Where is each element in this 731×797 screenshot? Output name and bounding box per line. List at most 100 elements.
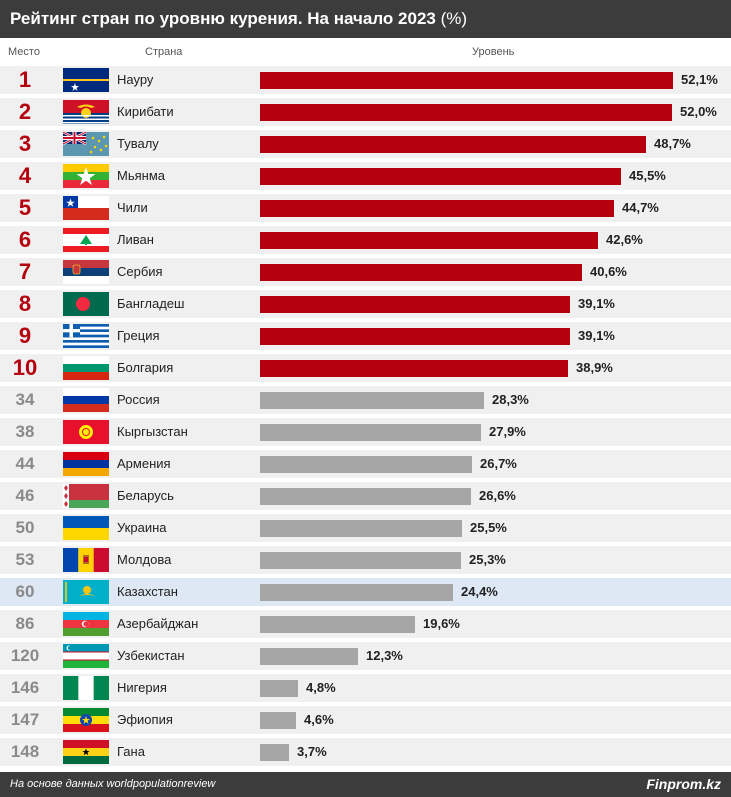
chart-title: Рейтинг стран по уровню курения. На нача… — [10, 9, 467, 29]
uzbekistan-flag — [63, 644, 109, 668]
column-header-level: Уровень — [472, 46, 515, 58]
value-label: 28,3% — [492, 392, 529, 407]
nauru-flag — [63, 68, 109, 92]
column-header-place: Место — [8, 46, 40, 58]
rank-label: 120 — [10, 646, 40, 665]
chart-row: 46 Беларусь 26,6% — [0, 482, 731, 510]
chart-row: 120 Узбекистан 12,3% — [0, 642, 731, 670]
country-label: Ливан — [117, 232, 154, 247]
rank-label: 8 — [18, 291, 32, 316]
rank-label: 53 — [15, 550, 35, 569]
value-label: 39,1% — [578, 328, 615, 343]
bar — [260, 584, 453, 601]
value-label: 44,7% — [622, 200, 659, 215]
brand-logo: Finprom.kz — [646, 776, 721, 792]
bar — [260, 168, 621, 185]
kyrgyzstan-flag — [63, 420, 109, 444]
chart-footer: На основе данных worldpopulationreview F… — [0, 772, 731, 797]
value-label: 52,0% — [680, 104, 717, 119]
rank-label: 2 — [18, 99, 32, 124]
value-label: 42,6% — [606, 232, 643, 247]
value-label: 45,5% — [629, 168, 666, 183]
bar — [260, 648, 358, 665]
bar — [260, 744, 289, 761]
chart-row: 9 Греция 39,1% — [0, 322, 731, 350]
chart-row: 44 Армения 26,7% — [0, 450, 731, 478]
bar — [260, 264, 582, 281]
country-label: Беларусь — [117, 488, 174, 503]
tuvalu-flag — [63, 132, 109, 156]
rank-label: 6 — [18, 227, 32, 252]
rank-label: 34 — [15, 390, 35, 409]
rank-label: 3 — [18, 131, 32, 156]
chart-row: 5 Чили 44,7% — [0, 194, 731, 222]
value-label: 19,6% — [423, 616, 460, 631]
rank-label: 7 — [18, 259, 32, 284]
chart-row: 34 Россия 28,3% — [0, 386, 731, 414]
country-label: Азербайджан — [117, 616, 199, 631]
chart-row: 147 Эфиопия 4,6% — [0, 706, 731, 734]
country-label: Гана — [117, 744, 145, 759]
bar — [260, 488, 471, 505]
bar — [260, 328, 570, 345]
azerbaijan-flag — [63, 612, 109, 636]
value-label: 4,8% — [306, 680, 336, 695]
column-header-country: Страна — [145, 46, 183, 58]
value-label: 12,3% — [366, 648, 403, 663]
bar — [260, 360, 568, 377]
bar — [260, 232, 598, 249]
country-label: Нигерия — [117, 680, 167, 695]
bar — [260, 712, 296, 729]
country-label: Армения — [117, 456, 171, 471]
rank-label: 38 — [15, 422, 35, 441]
bar — [260, 72, 673, 89]
chart-row: 38 Кыргызстан 27,9% — [0, 418, 731, 446]
value-label: 52,1% — [681, 72, 718, 87]
chart-row: 6 Ливан 42,6% — [0, 226, 731, 254]
chart-row: 148 Гана 3,7% — [0, 738, 731, 766]
chart-row: 50 Украина 25,5% — [0, 514, 731, 542]
chart-row: 4 Мьянма 45,5% — [0, 162, 731, 190]
rank-label: 5 — [18, 195, 32, 220]
chart-row: 7 Сербия 40,6% — [0, 258, 731, 286]
rank-label: 147 — [10, 710, 40, 729]
bar — [260, 552, 461, 569]
rank-label: 50 — [15, 518, 35, 537]
ghana-flag — [63, 740, 109, 764]
value-label: 25,5% — [470, 520, 507, 535]
country-label: Узбекистан — [117, 648, 185, 663]
rank-label: 86 — [15, 614, 35, 633]
bar — [260, 200, 614, 217]
chart-row: 8 Бангладеш 39,1% — [0, 290, 731, 318]
bangladesh-flag — [63, 292, 109, 316]
country-label: Кыргызстан — [117, 424, 188, 439]
ukraine-flag — [63, 516, 109, 540]
serbia-flag — [63, 260, 109, 284]
country-label: Молдова — [117, 552, 172, 567]
armenia-flag — [63, 452, 109, 476]
value-label: 25,3% — [469, 552, 506, 567]
value-label: 39,1% — [578, 296, 615, 311]
myanmar-flag — [63, 164, 109, 188]
bulgaria-flag — [63, 356, 109, 380]
country-label: Украина — [117, 520, 167, 535]
value-label: 38,9% — [576, 360, 613, 375]
country-label: Чили — [117, 200, 148, 215]
rank-label: 10 — [12, 355, 38, 380]
greece-flag — [63, 324, 109, 348]
moldova-flag — [63, 548, 109, 572]
value-label: 3,7% — [297, 744, 327, 759]
rank-label: 146 — [10, 678, 40, 697]
rank-label: 4 — [18, 163, 32, 188]
value-label: 26,6% — [479, 488, 516, 503]
value-label: 24,4% — [461, 584, 498, 599]
bar — [260, 424, 481, 441]
rank-label: 46 — [15, 486, 35, 505]
country-label: Казахстан — [117, 584, 178, 599]
chile-flag — [63, 196, 109, 220]
value-label: 4,6% — [304, 712, 334, 727]
chart-row: 10 Болгария 38,9% — [0, 354, 731, 382]
chart-row: 53 Молдова 25,3% — [0, 546, 731, 574]
chart-row: 86 Азербайджан 19,6% — [0, 610, 731, 638]
chart-row: 2 Кирибати 52,0% — [0, 98, 731, 126]
